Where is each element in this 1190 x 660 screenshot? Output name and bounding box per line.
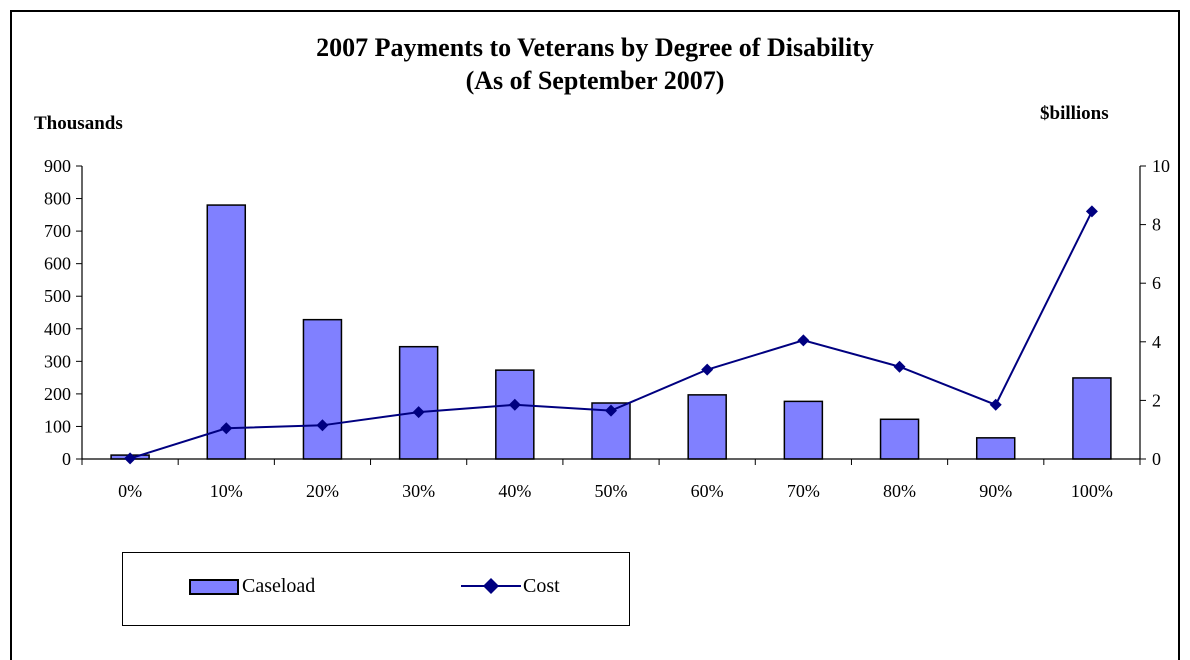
y-axis-left-title: Thousands bbox=[34, 113, 123, 134]
bar-100pct bbox=[1072, 377, 1112, 460]
cost-point-90pct bbox=[989, 398, 1002, 411]
y-right-tick-label: 8 bbox=[1152, 215, 1161, 235]
cost-point-20pct bbox=[316, 419, 329, 432]
y-right-tick-label: 10 bbox=[1152, 156, 1170, 176]
chart-frame bbox=[10, 10, 1180, 660]
y-left-tick-label: 200 bbox=[44, 384, 71, 404]
y-left-tick-label: 100 bbox=[44, 416, 71, 436]
cost-point-80pct bbox=[893, 360, 906, 373]
chart-subtitle: (As of September 2007) bbox=[465, 66, 725, 95]
bar-20pct bbox=[302, 318, 343, 460]
axes-group bbox=[76, 165, 1146, 465]
cost-point-50pct bbox=[605, 404, 617, 417]
legend: Caseload Cost bbox=[122, 552, 630, 626]
x-tick-label: 70% bbox=[787, 481, 820, 501]
cost-line-group bbox=[124, 205, 1098, 465]
x-tick-label: 100% bbox=[1071, 481, 1113, 501]
x-tick-label: 0% bbox=[118, 481, 142, 501]
bar-10pct bbox=[206, 204, 247, 460]
y-right-tick-label: 0 bbox=[1152, 449, 1161, 469]
bar-40pct bbox=[495, 369, 535, 460]
y-right-tick-label: 6 bbox=[1152, 273, 1161, 293]
y-left-tick-label: 800 bbox=[44, 189, 71, 209]
x-tick-label: 30% bbox=[402, 481, 435, 501]
legend-caseload-swatch bbox=[189, 579, 239, 595]
y-axis-right-title: $billions bbox=[1040, 103, 1109, 124]
y-right-tick-label: 2 bbox=[1152, 390, 1161, 410]
x-tick-label: 80% bbox=[883, 481, 916, 501]
cost-point-10pct bbox=[220, 422, 233, 435]
x-tick-label: 60% bbox=[691, 481, 724, 501]
x-tick-label: 40% bbox=[498, 481, 531, 501]
y-right-tick-label: 4 bbox=[1152, 332, 1161, 352]
bar-60pct bbox=[687, 394, 727, 460]
x-tick-label: 90% bbox=[979, 481, 1012, 501]
y-left-tick-label: 700 bbox=[44, 221, 71, 241]
y-left-tick-label: 300 bbox=[44, 351, 71, 371]
x-tick-label: 10% bbox=[210, 481, 243, 501]
legend-caseload-label: Caseload bbox=[242, 575, 316, 597]
chart-title: 2007 Payments to Veterans by Degree of D… bbox=[316, 33, 874, 62]
y-left-tick-label: 0 bbox=[62, 449, 71, 469]
y-left-tick-label: 900 bbox=[44, 156, 71, 176]
cost-point-0pct bbox=[124, 452, 137, 465]
y-left-tick-label: 400 bbox=[44, 319, 71, 339]
y-left-tick-label: 500 bbox=[44, 286, 71, 306]
y-left-tick-label: 600 bbox=[44, 254, 71, 274]
legend-cost-swatch bbox=[461, 578, 521, 594]
cost-point-30pct bbox=[412, 406, 425, 419]
bars-group bbox=[110, 204, 1112, 460]
cost-point-60pct bbox=[701, 363, 714, 376]
bar-70pct bbox=[783, 400, 824, 460]
bar-90pct bbox=[975, 437, 1016, 460]
cost-point-100pct bbox=[1085, 205, 1098, 218]
cost-point-40pct bbox=[508, 398, 521, 411]
legend-cost-label: Cost bbox=[523, 575, 560, 597]
x-tick-label: 50% bbox=[595, 481, 628, 501]
bar-30pct bbox=[398, 345, 439, 460]
cost-point-70pct bbox=[797, 334, 810, 347]
x-tick-label: 20% bbox=[306, 481, 339, 501]
bar-80pct bbox=[879, 418, 920, 460]
